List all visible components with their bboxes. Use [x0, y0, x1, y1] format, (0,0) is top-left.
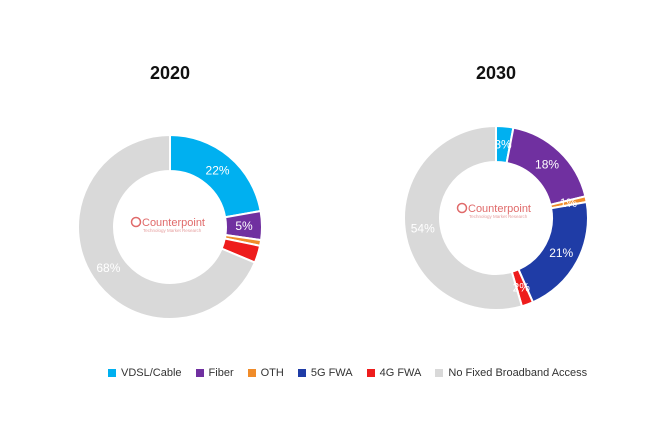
watermark-subtitle: Technology Market Research	[469, 214, 528, 219]
data-label-vdsl-cable: 22%	[206, 163, 230, 177]
legend-swatch	[108, 369, 116, 377]
counterpoint-watermark: Counterpoint Technology Market Research	[130, 216, 205, 233]
data-label-fiber: 5%	[235, 219, 253, 233]
data-label-4g-fwa: 2%	[513, 281, 531, 295]
legend-swatch	[247, 369, 256, 377]
counterpoint-logo-icon	[456, 202, 468, 214]
legend-item-fiber: Fiber	[195, 367, 234, 379]
data-label-5g-fwa: 21%	[549, 246, 573, 260]
chart-legend: VDSL/Cable Fiber OTH 5G FWA 4G FWA No Fi…	[108, 365, 587, 381]
legend-label: OTH	[260, 367, 284, 379]
legend-item-no-fixed-broadband: No Fixed Broadband Access	[435, 367, 587, 379]
watermark-subtitle: Technology Market Research	[143, 228, 202, 233]
legend-item-4g-fwa: 4G FWA	[366, 367, 422, 379]
legend-item-oth: OTH	[247, 367, 284, 379]
counterpoint-watermark: Counterpoint Technology Market Research	[456, 202, 531, 219]
data-label-oth: 1%	[560, 196, 578, 210]
legend-item-vdsl-cable: VDSL/Cable	[108, 367, 182, 379]
legend-label: No Fixed Broadband Access	[448, 367, 588, 379]
slice-no-fixed-broadband-access	[403, 124, 524, 311]
data-label-fiber: 18%	[535, 157, 559, 171]
chart-title-2030: 2030	[476, 63, 516, 83]
watermark-name: Counterpoint	[142, 217, 205, 229]
watermark-name: Counterpoint	[468, 203, 531, 215]
chart-title-2020: 2020	[150, 63, 190, 83]
donut-chart-2030: 2030 Counterpoint Technology Market Rese…	[403, 63, 589, 311]
counterpoint-logo-icon	[130, 216, 142, 228]
data-label-vdsl-cable: 3%	[494, 137, 512, 151]
legend-label: VDSL/Cable	[121, 367, 182, 379]
legend-item-5g-fwa: 5G FWA	[297, 367, 353, 379]
legend-swatch	[195, 369, 204, 377]
legend-swatch	[435, 369, 444, 377]
donut-chart-2020: 2020 Counterpoint Technology Market Rese…	[77, 63, 263, 320]
legend-label: 4G FWA	[379, 367, 422, 379]
legend-label: Fiber	[208, 367, 234, 379]
slice-no-fixed-broadband-access	[77, 133, 257, 320]
legend-swatch	[297, 369, 306, 377]
data-label-no-fixed-broadband-access: 68%	[96, 261, 120, 275]
data-label-no-fixed-broadband-access: 54%	[411, 222, 435, 236]
legend-label: 5G FWA	[310, 367, 353, 379]
legend-swatch	[366, 369, 375, 377]
